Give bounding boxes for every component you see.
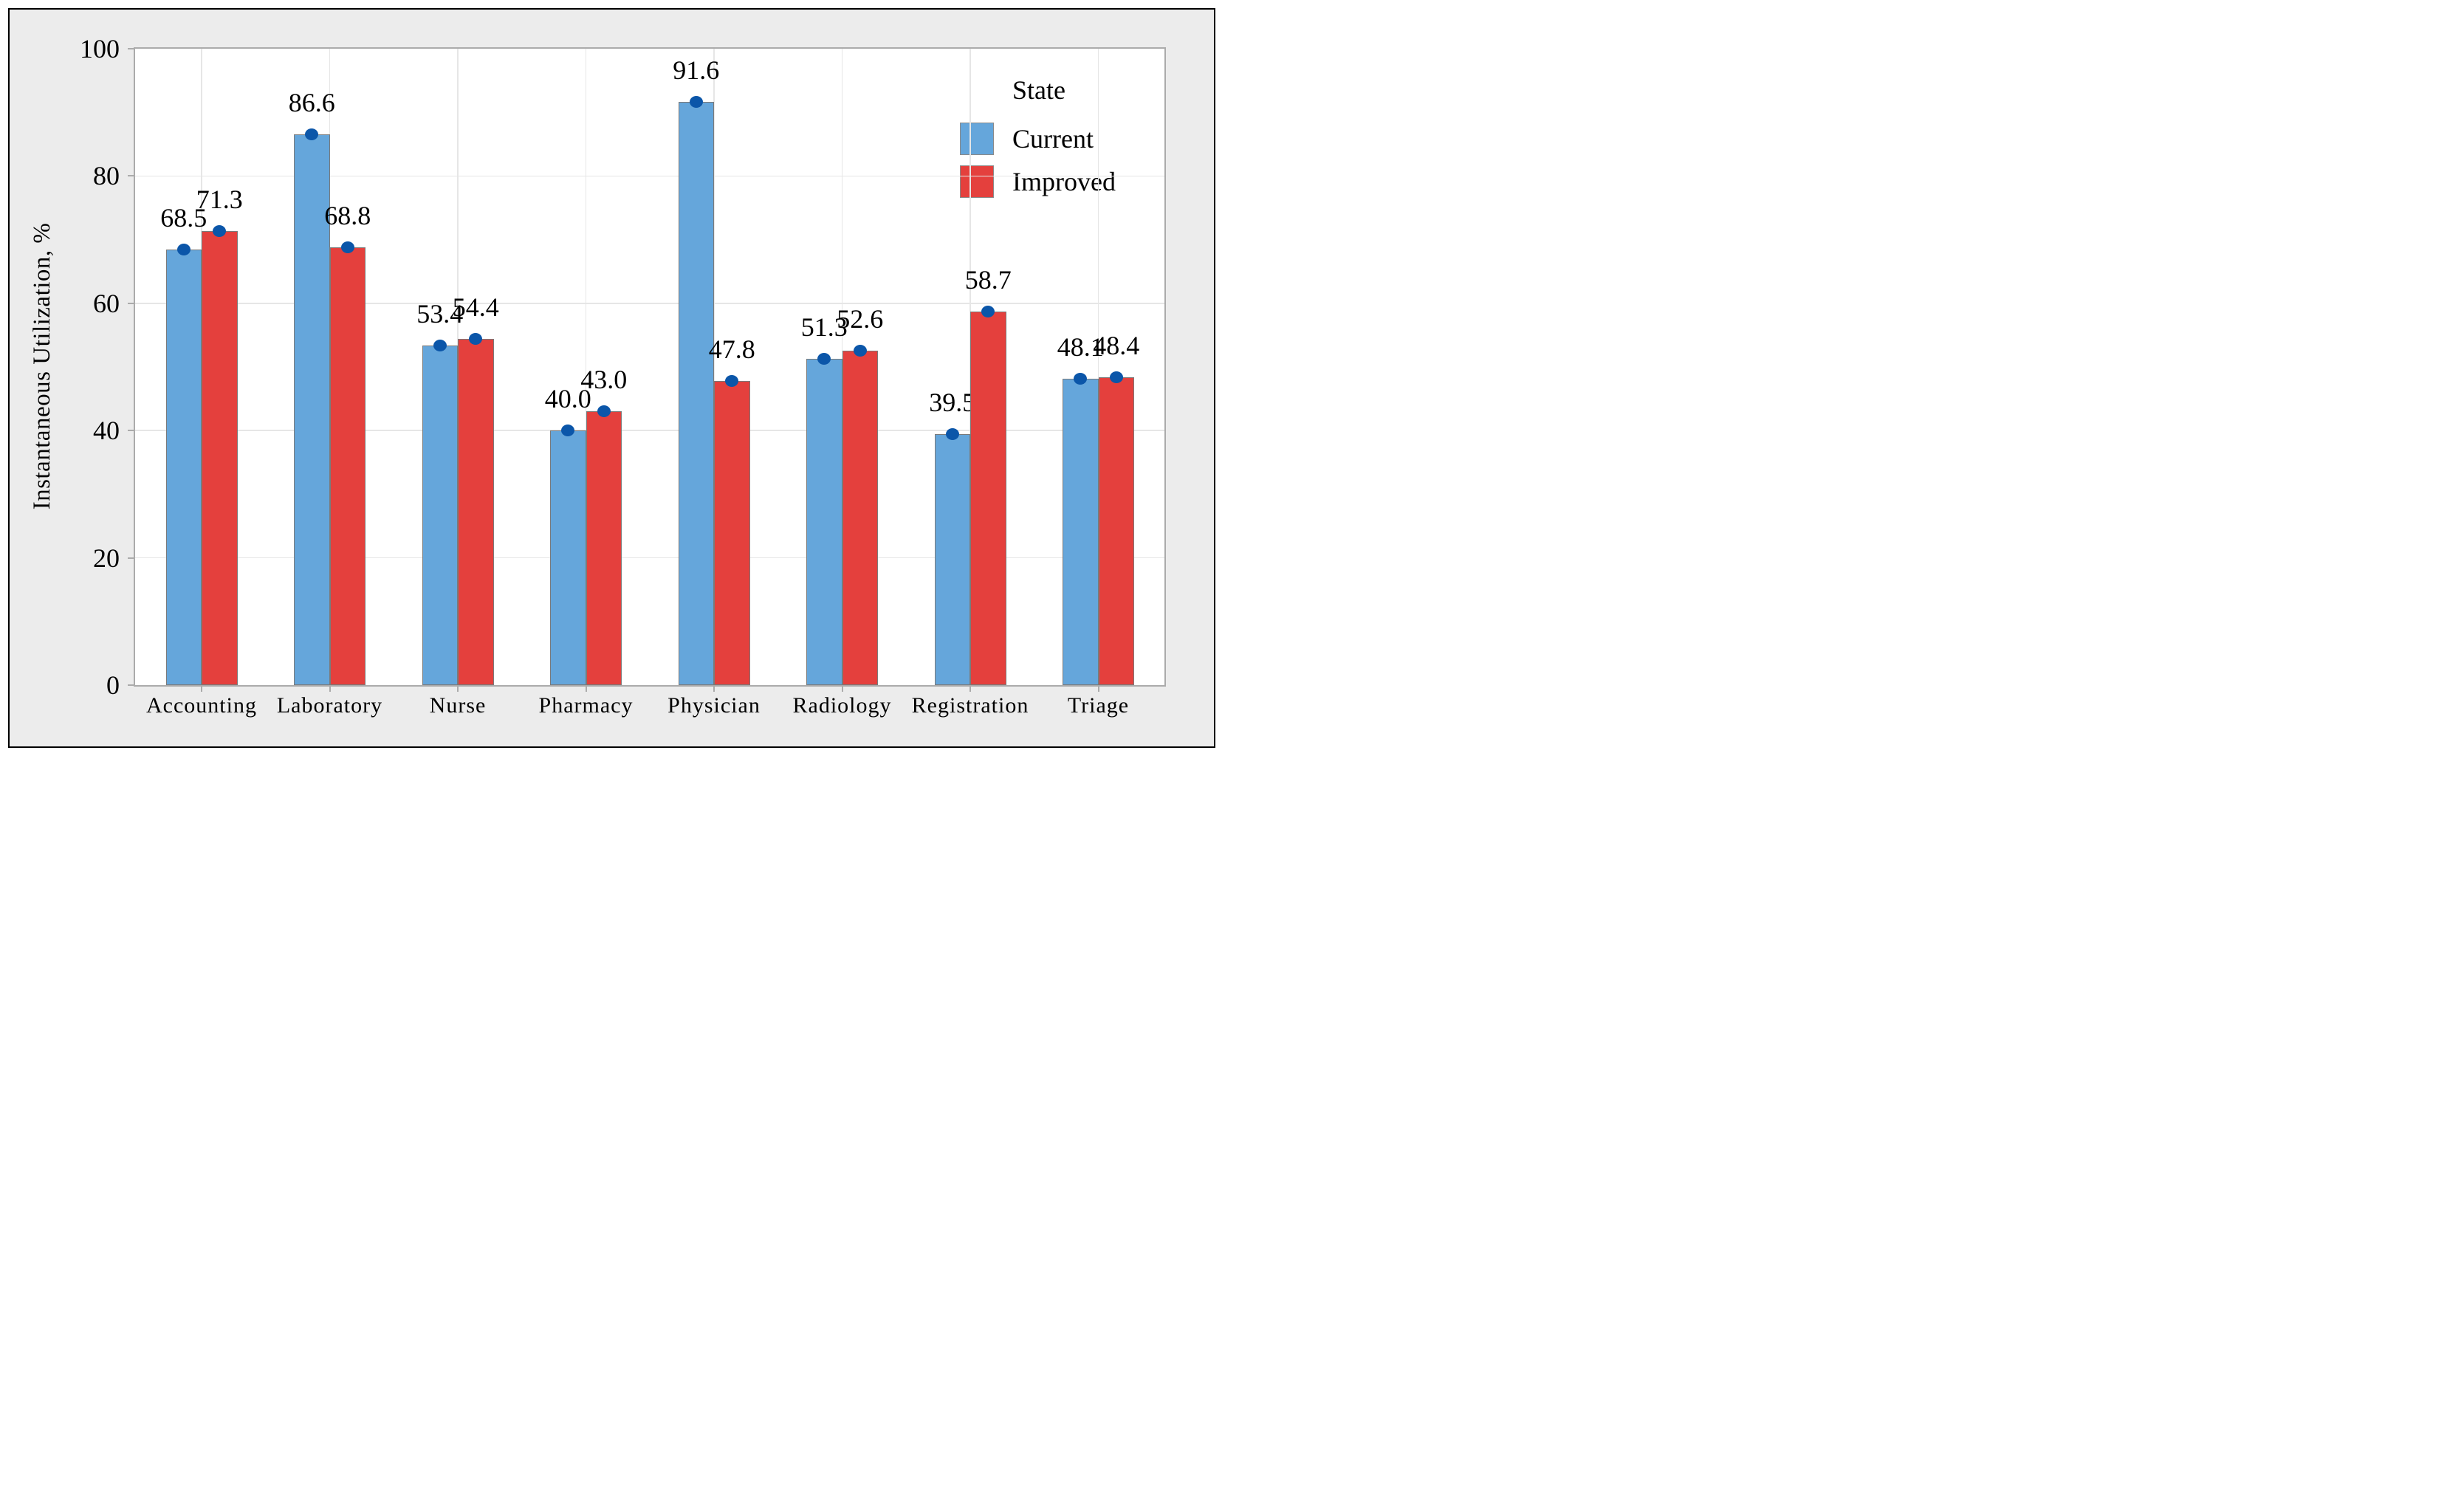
utilization-bar-chart: State Current Improved 0 20 40 60 80 100 Accou… [0, 0, 1224, 756]
value-label-current-laboratory: 86.6 [288, 87, 335, 117]
value-label-current-nurse: 53.4 [416, 298, 464, 329]
value-label-improved-laboratory: 68.8 [324, 200, 371, 230]
x-axis-label-radiology: Radiology [792, 693, 892, 718]
bar-improved-nurse [458, 339, 494, 685]
bar-improved-triage [1098, 377, 1134, 685]
bar-improved-registration [970, 312, 1006, 685]
data-point-marker-current-accounting [176, 243, 191, 255]
x-tick [1097, 685, 1099, 692]
y-tick [128, 430, 135, 432]
bar-improved-laboratory [329, 247, 365, 685]
bar-current-radiology [806, 358, 842, 685]
plot-area: State Current Improved 0 20 40 60 80 100 Accou… [80, 34, 1166, 718]
bar-improved-accounting [202, 231, 238, 685]
bar-current-physician [678, 102, 714, 685]
x-tick [713, 685, 715, 692]
x-axis-label-accounting: Accounting [146, 693, 257, 718]
y-tick-label: 60 [93, 288, 120, 318]
data-point-marker-improved-laboratory [340, 241, 354, 253]
x-tick [841, 685, 843, 692]
x-tick [969, 685, 971, 692]
h-gridline [135, 557, 1164, 559]
y-tick-label: 40 [93, 416, 120, 446]
data-point-marker-improved-accounting [213, 225, 227, 238]
data-point-marker-current-registration [945, 427, 959, 440]
x-axis-label-nurse: Nurse [429, 693, 487, 718]
y-tick [128, 302, 135, 304]
h-gridline [135, 430, 1164, 431]
value-label-current-triage: 48.1 [1057, 332, 1104, 362]
value-label-improved-registration: 58.7 [964, 265, 1012, 295]
data-point-marker-current-triage [1074, 373, 1088, 385]
h-gridline [135, 303, 1164, 304]
x-tick [329, 685, 331, 692]
data-point-marker-improved-radiology [853, 344, 867, 357]
y-tick [128, 48, 135, 50]
value-label-current-accounting: 68.5 [160, 202, 207, 233]
y-tick-label: 80 [93, 161, 120, 191]
bar-current-triage [1063, 379, 1099, 685]
x-tick [585, 685, 587, 692]
bar-improved-physician [714, 380, 750, 685]
h-gridline [135, 175, 1164, 177]
y-axis-title: Instantaneous Utilization, % [29, 222, 55, 510]
x-axis-label-laboratory: Laboratory [276, 693, 383, 718]
data-point-marker-improved-nurse [469, 333, 483, 346]
value-label-improved-physician: 47.8 [708, 334, 755, 364]
data-point-marker-improved-triage [1109, 371, 1123, 383]
value-label-improved-pharmacy: 43.0 [580, 365, 628, 395]
data-point-marker-improved-pharmacy [597, 405, 611, 418]
data-point-marker-current-laboratory [305, 128, 319, 140]
bar-improved-pharmacy [586, 411, 622, 685]
x-tick [457, 685, 459, 692]
bar-current-registration [934, 433, 970, 685]
data-point-marker-current-radiology [817, 352, 831, 365]
legend-title: State [1012, 75, 1065, 105]
y-tick [128, 175, 135, 177]
value-label-current-radiology: 51.3 [800, 312, 848, 342]
y-tick-label: 0 [106, 670, 120, 700]
x-tick [201, 685, 202, 692]
bar-current-nurse [422, 345, 458, 685]
y-tick-label: 100 [80, 34, 120, 63]
v-gridline [1097, 49, 1099, 685]
value-label-improved-nurse: 54.4 [452, 292, 499, 323]
v-gridline [585, 49, 587, 685]
bar-current-accounting [165, 249, 202, 685]
chart-frame: State Current Improved 0 20 40 60 80 100 Accou… [8, 8, 1215, 748]
legend-swatch-improved [960, 165, 994, 198]
x-axis-label-physician: Physician [667, 693, 761, 718]
value-label-improved-accounting: 71.3 [196, 185, 243, 215]
value-label-current-pharmacy: 40.0 [544, 384, 591, 414]
y-tick-label: 20 [93, 543, 120, 573]
x-axis-label-triage: Triage [1067, 693, 1130, 718]
bar-improved-radiology [842, 350, 878, 685]
legend-label-improved: Improved [1012, 167, 1116, 196]
data-point-marker-current-nurse [433, 339, 447, 351]
data-point-marker-improved-registration [981, 306, 995, 317]
y-tick [128, 557, 135, 559]
legend-swatch-current [960, 123, 994, 155]
value-label-improved-radiology: 52.6 [837, 303, 884, 334]
data-point-marker-current-physician [689, 96, 703, 109]
legend-label-current: Current [1012, 124, 1094, 154]
y-tick [128, 684, 135, 686]
value-label-improved-triage: 48.4 [1093, 330, 1140, 360]
value-label-current-registration: 39.5 [929, 387, 976, 417]
bar-current-pharmacy [550, 430, 586, 685]
data-point-marker-improved-physician [725, 374, 739, 387]
value-label-current-physician: 91.6 [673, 55, 720, 86]
data-point-marker-current-pharmacy [561, 425, 575, 437]
x-axis-label-registration: Registration [911, 693, 1029, 718]
x-axis-label-pharmacy: Pharmacy [538, 693, 634, 718]
bar-current-laboratory [294, 134, 330, 685]
v-gridline [713, 49, 715, 685]
